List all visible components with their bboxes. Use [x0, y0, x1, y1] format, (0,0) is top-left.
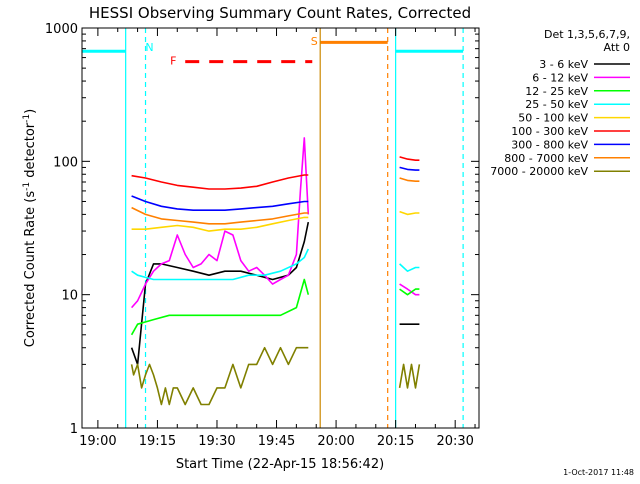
- y-axis-label: Corrected Count Rate (s-1 detector-1): [22, 109, 38, 347]
- legend-label-3: 25 - 50 keV: [525, 98, 588, 111]
- series-line-7-seg-1: [399, 177, 420, 182]
- series-lines: [130, 137, 421, 406]
- chart-title: HESSI Observing Summary Count Rates, Cor…: [89, 4, 471, 22]
- x-tick-label-2: 19:30: [198, 434, 235, 449]
- y-tick-label-1: 10: [61, 289, 78, 304]
- series-line-4-seg-1: [399, 210, 420, 216]
- y-axis-label-main: Corrected Count Rate (s: [23, 191, 38, 348]
- y-axis-label-sup2: -1: [22, 114, 32, 123]
- x-tick-label-3: 19:45: [258, 434, 295, 449]
- series-line-4-seg-0: [131, 216, 309, 232]
- marker-label-N: N: [145, 41, 153, 54]
- legend-label-5: 100 - 300 keV: [511, 125, 588, 138]
- series-line-3-seg-1: [399, 263, 420, 273]
- legend-label-2: 12 - 25 keV: [525, 85, 588, 98]
- series-line-3-seg-0: [131, 248, 310, 281]
- legend-header-attenuator: Att 0: [604, 41, 630, 54]
- legend-label-0: 3 - 6 keV: [539, 58, 588, 71]
- x-tick-label-1: 19:15: [139, 434, 176, 449]
- y-axis-label-end: ): [23, 109, 38, 114]
- legend-label-8: 7000 - 20000 keV: [490, 165, 588, 178]
- series-line-2-seg-1: [399, 288, 420, 296]
- x-tick-label-6: 20:30: [436, 434, 473, 449]
- y-tick-label-2: 100: [53, 155, 78, 170]
- series-line-5-seg-0: [131, 174, 309, 190]
- marker-label-F: F: [170, 55, 176, 68]
- series-line-6-seg-0: [131, 195, 309, 211]
- series-line-0-seg-0: [130, 221, 310, 366]
- series-line-1-seg-0: [131, 137, 310, 309]
- y-tick-label-0: 1: [70, 422, 78, 437]
- series-line-7-seg-0: [131, 206, 309, 225]
- series-line-5-seg-1: [399, 156, 420, 161]
- y-axis-label-sup1: -1: [22, 182, 32, 191]
- plot-frame: [81, 27, 480, 429]
- plot-timestamp: 1-Oct-2017 11:48: [563, 468, 634, 477]
- legend-header-detectors: Det 1,3,5,6,7,9,: [544, 28, 630, 41]
- series-line-8-seg-0: [130, 346, 309, 406]
- legend-label-6: 300 - 800 keV: [511, 138, 588, 151]
- x-tick-label-5: 20:15: [377, 434, 414, 449]
- x-tick-label-4: 20:00: [317, 434, 354, 449]
- legend-label-1: 6 - 12 keV: [532, 71, 588, 84]
- legend-label-7: 800 - 7000 keV: [504, 152, 588, 165]
- observing-markers: N F S: [82, 28, 464, 428]
- x-axis-label: Start Time (22-Apr-15 18:56:42): [176, 457, 384, 472]
- series-line-6-seg-1: [399, 166, 420, 171]
- y-axis-label-mid: detector: [23, 122, 38, 182]
- x-tick-label-0: 19:00: [79, 434, 116, 449]
- y-tick-label-3: 1000: [45, 22, 78, 37]
- series-line-2-seg-0: [130, 278, 310, 336]
- axes: 19:00 19:15 19:30 19:45 20:00 20:15 20:30 1 10 10…: [45, 22, 479, 449]
- legend-label-4: 50 - 100 keV: [518, 112, 588, 125]
- series-line-8-seg-1: [398, 363, 421, 389]
- marker-label-S: S: [311, 35, 318, 48]
